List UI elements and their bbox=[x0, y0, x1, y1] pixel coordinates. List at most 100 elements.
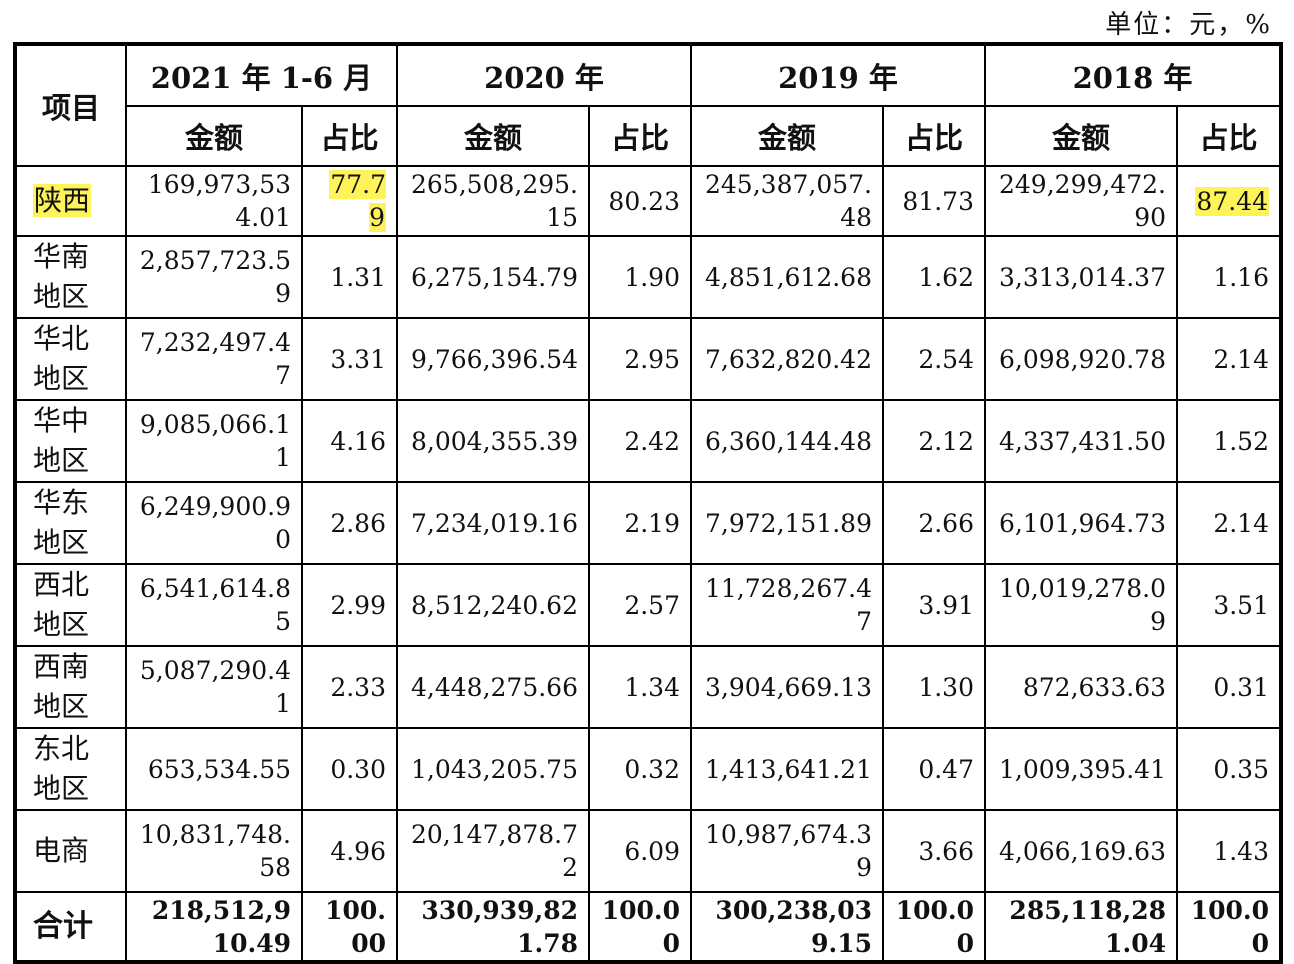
amount-value: 1,009,395.41 bbox=[999, 754, 1166, 784]
ratio-value: 1.62 bbox=[918, 262, 974, 292]
amount-cell: 169,973,534.01 bbox=[125, 165, 303, 237]
ratio-cell: 1.34 bbox=[588, 645, 692, 729]
ratio-cell: 2.42 bbox=[588, 399, 692, 483]
ratio-cell: 2.86 bbox=[301, 481, 398, 565]
table-row: 华中地区 9,085,066.11 4.16 8,004,355.39 2.42 6,36… bbox=[14, 399, 1282, 483]
amount-cell: 6,249,900.90 bbox=[125, 481, 303, 565]
amount-value: 6,249,900.90 bbox=[139, 492, 291, 554]
ratio-cell: 1.43 bbox=[1176, 809, 1282, 893]
amount-cell: 249,299,472.90 bbox=[984, 165, 1178, 237]
ratio-cell: 87.44 bbox=[1176, 165, 1282, 237]
ratio-value: 1.52 bbox=[1213, 426, 1269, 456]
ratio-cell: 2.33 bbox=[301, 645, 398, 729]
ratio-value: 4.96 bbox=[330, 836, 386, 866]
amount-cell: 3,904,669.13 bbox=[690, 645, 884, 729]
regional-revenue-table: 项目 2021 年 1-6 月 2020 年 2019 年 2018 年 金额 … bbox=[13, 42, 1283, 964]
amount-cell: 11,728,267.47 bbox=[690, 563, 884, 647]
ratio-cell: 2.14 bbox=[1176, 481, 1282, 565]
ratio-value: 2.57 bbox=[624, 590, 680, 620]
ratio-cell: 81.73 bbox=[882, 165, 986, 237]
ratio-cell: 4.96 bbox=[301, 809, 398, 893]
amount-cell: 9,085,066.11 bbox=[125, 399, 303, 483]
ratio-cell: 3.31 bbox=[301, 317, 398, 401]
region-cell: 电商 bbox=[14, 809, 127, 893]
header-amount: 金额 bbox=[125, 105, 303, 167]
ratio-value: 6.09 bbox=[624, 836, 680, 866]
region-cell: 陕西 bbox=[14, 165, 127, 237]
total-amount-cell: 218,512,910.49 bbox=[125, 891, 303, 963]
region-name: 华北地区 bbox=[33, 322, 90, 395]
total-amount-cell: 300,238,039.15 bbox=[690, 891, 884, 963]
amount-value: 4,448,275.66 bbox=[411, 672, 578, 702]
table-row: 电商 10,831,748.58 4.96 20,147,878.72 6.09 10,9… bbox=[14, 809, 1282, 893]
amount-cell: 4,337,431.50 bbox=[984, 399, 1178, 483]
header-item: 项目 bbox=[14, 43, 127, 167]
ratio-value: 1.43 bbox=[1213, 836, 1269, 866]
header-period-2019: 2019 年 bbox=[690, 43, 986, 107]
ratio-value: 1.30 bbox=[918, 672, 974, 702]
region-cell: 华东地区 bbox=[14, 481, 127, 565]
total-label: 合计 bbox=[14, 891, 127, 963]
ratio-value: 81.73 bbox=[902, 186, 974, 216]
table-row: 西南地区 5,087,290.41 2.33 4,448,275.66 1.34 3,90… bbox=[14, 645, 1282, 729]
ratio-value: 3.51 bbox=[1213, 590, 1269, 620]
amount-value: 1,413,641.21 bbox=[705, 754, 872, 784]
amount-value: 10,019,278.09 bbox=[999, 574, 1166, 636]
ratio-cell: 1.52 bbox=[1176, 399, 1282, 483]
ratio-cell: 1.62 bbox=[882, 235, 986, 319]
ratio-cell: 3.91 bbox=[882, 563, 986, 647]
amount-value: 8,004,355.39 bbox=[411, 426, 578, 456]
amount-value: 872,633.63 bbox=[1022, 672, 1166, 702]
ratio-cell: 2.19 bbox=[588, 481, 692, 565]
header-amount: 金额 bbox=[984, 105, 1178, 167]
amount-cell: 1,043,205.75 bbox=[396, 727, 590, 811]
ratio-cell: 80.23 bbox=[588, 165, 692, 237]
table-row: 华北地区 7,232,497.47 3.31 9,766,396.54 2.95 7,63… bbox=[14, 317, 1282, 401]
amount-value: 265,508,295.15 bbox=[411, 170, 578, 232]
amount-cell: 20,147,878.72 bbox=[396, 809, 590, 893]
header-ratio: 占比 bbox=[1176, 105, 1282, 167]
amount-cell: 10,019,278.09 bbox=[984, 563, 1178, 647]
amount-value: 7,234,019.16 bbox=[411, 508, 578, 538]
ratio-value: 87.44 bbox=[1195, 186, 1269, 216]
ratio-value: 2.19 bbox=[624, 508, 680, 538]
amount-cell: 7,632,820.42 bbox=[690, 317, 884, 401]
ratio-value: 2.42 bbox=[624, 426, 680, 456]
ratio-value: 2.12 bbox=[918, 426, 974, 456]
amount-value: 3,904,669.13 bbox=[705, 672, 872, 702]
region-name: 西北地区 bbox=[33, 568, 90, 641]
ratio-value: 1.34 bbox=[624, 672, 680, 702]
amount-cell: 872,633.63 bbox=[984, 645, 1178, 729]
total-amount-cell: 330,939,821.78 bbox=[396, 891, 590, 963]
amount-value: 7,972,151.89 bbox=[705, 508, 872, 538]
header-amount: 金额 bbox=[396, 105, 590, 167]
ratio-cell: 2.12 bbox=[882, 399, 986, 483]
amount-cell: 9,766,396.54 bbox=[396, 317, 590, 401]
total-ratio-cell: 100.00 bbox=[882, 891, 986, 963]
ratio-cell: 1.90 bbox=[588, 235, 692, 319]
amount-cell: 10,987,674.39 bbox=[690, 809, 884, 893]
amount-value: 20,147,878.72 bbox=[411, 820, 578, 882]
ratio-cell: 0.35 bbox=[1176, 727, 1282, 811]
ratio-value: 2.14 bbox=[1213, 508, 1269, 538]
region-name: 电商 bbox=[33, 834, 90, 867]
ratio-value: 2.54 bbox=[918, 344, 974, 374]
region-name: 华南地区 bbox=[33, 240, 90, 313]
amount-value: 5,087,290.41 bbox=[139, 656, 291, 718]
table-row: 陕西 169,973,534.01 77.79 265,508,295.15 80.23… bbox=[14, 165, 1282, 237]
region-name: 东北地区 bbox=[33, 732, 90, 805]
amount-value: 4,851,612.68 bbox=[705, 262, 872, 292]
amount-value: 653,534.55 bbox=[147, 754, 291, 784]
ratio-value: 1.90 bbox=[624, 262, 680, 292]
ratio-cell: 1.31 bbox=[301, 235, 398, 319]
ratio-value: 2.95 bbox=[624, 344, 680, 374]
ratio-cell: 1.30 bbox=[882, 645, 986, 729]
ratio-value: 1.16 bbox=[1213, 262, 1269, 292]
ratio-value: 2.33 bbox=[330, 672, 386, 702]
ratio-value: 0.35 bbox=[1213, 754, 1269, 784]
amount-value: 169,973,534.01 bbox=[147, 170, 291, 232]
amount-cell: 7,232,497.47 bbox=[125, 317, 303, 401]
region-name: 华东地区 bbox=[33, 486, 90, 559]
region-cell: 华南地区 bbox=[14, 235, 127, 319]
ratio-cell: 0.31 bbox=[1176, 645, 1282, 729]
